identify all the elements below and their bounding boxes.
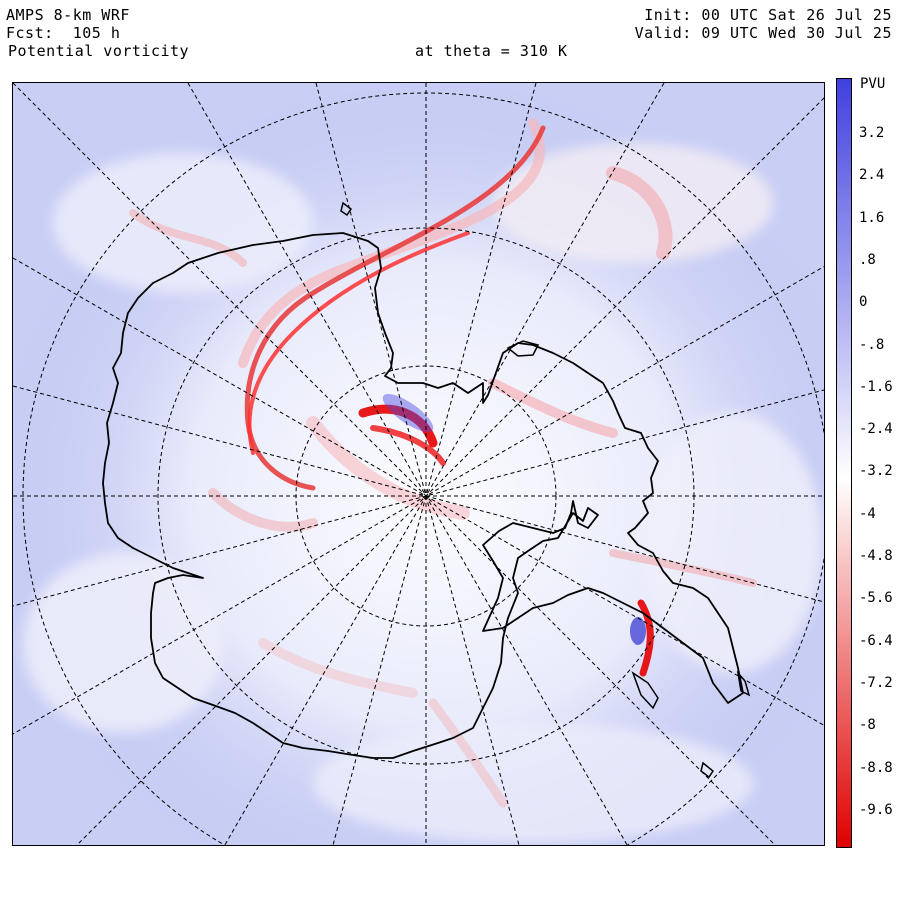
- island-a: [506, 340, 540, 357]
- coastline-islands: [340, 201, 751, 779]
- island-e: [340, 201, 353, 217]
- graticule: [13, 83, 824, 845]
- colorbar-tick-label: 3.2: [859, 125, 885, 141]
- field-name: Potential vorticity: [8, 42, 190, 60]
- colorbar-tick-label: -8: [859, 717, 876, 734]
- colorbar-tick-label: 2.4: [859, 167, 885, 184]
- antarctica-coastline: [102, 232, 744, 759]
- island-c: [736, 670, 751, 697]
- pv-positive-patches: [382, 393, 646, 645]
- colorbar-tick-label: -5.6: [859, 590, 893, 607]
- island-d: [700, 761, 715, 779]
- colorbar-tick-labels: 3.2 2.4 1.6 .8 0 -.8 -1.6 -2.4 -3.2 -4 -4.8 -5.6 -6.…: [851, 78, 900, 846]
- forecast-hour: Fcst: 105 h: [6, 24, 121, 42]
- colorbar-tick-label: -3.2: [859, 463, 893, 480]
- colorbar-tick-label: -2.4: [859, 421, 893, 438]
- map-canvas: [13, 83, 824, 845]
- pv-swirls: [23, 143, 823, 843]
- colorbar-tick-label: -6.4: [859, 632, 893, 649]
- colorbar-tick-label: -1.6: [859, 378, 893, 395]
- init-time: Init: 00 UTC Sat 26 Jul 25: [644, 6, 892, 24]
- colorbar-tick-label: -9.6: [859, 801, 893, 818]
- model-title: AMPS 8-km WRF: [6, 6, 130, 24]
- island-b: [631, 671, 659, 710]
- colorbar-tick-label: 0: [859, 294, 868, 311]
- colorbar: [836, 78, 852, 848]
- colorbar-tick-label: .8: [859, 251, 876, 268]
- meridian-75b: [13, 389, 824, 607]
- colorbar-tick-label: -7.2: [859, 674, 893, 691]
- pv-map: [12, 82, 825, 846]
- colorbar-tick-label: -4: [859, 505, 876, 522]
- colorbar-tick-label: -.8: [859, 336, 885, 353]
- colorbar-tick-label: -4.8: [859, 548, 893, 564]
- meridian-45a: [13, 83, 776, 845]
- colorbar-tick-label: -8.8: [859, 759, 893, 776]
- valid-time: Valid: 09 UTC Wed 30 Jul 25: [634, 24, 892, 42]
- colorbar-unit: PVU: [860, 76, 886, 92]
- level-label: at theta = 310 K: [415, 42, 568, 60]
- colorbar-tick-label: 1.6: [859, 209, 885, 226]
